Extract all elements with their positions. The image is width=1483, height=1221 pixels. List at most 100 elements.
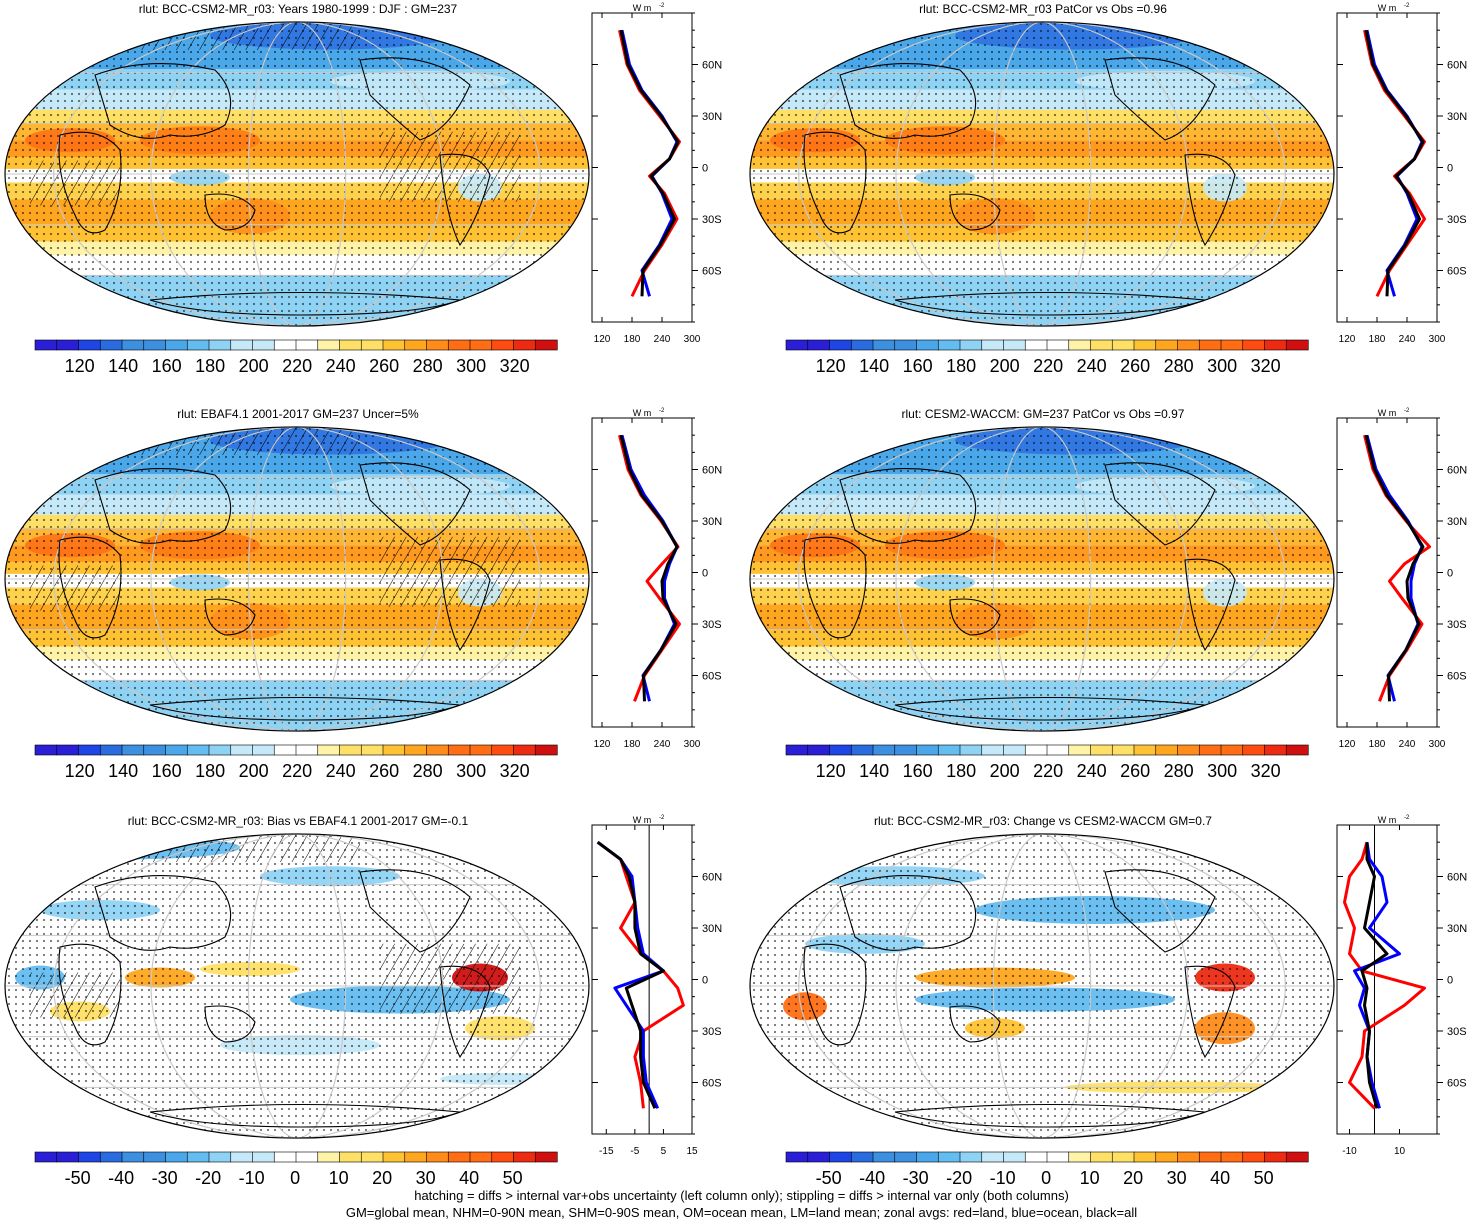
- colorbar-swatch: [1264, 1151, 1287, 1163]
- colorbar-swatch: [1003, 339, 1026, 351]
- zonal-unit-label: W m: [633, 3, 652, 13]
- map-meridian: [992, 427, 1092, 731]
- zonal-all-line: [1364, 434, 1425, 702]
- map-hatching: [30, 565, 120, 611]
- colorbar-swatch: [1242, 1151, 1266, 1163]
- colorbar-tick-label: -20: [195, 1168, 221, 1188]
- panel-2: rlut: BCC-CSM2-MR_r03 PatCor vs Obs =0.9…: [745, 0, 1483, 380]
- colorbar-swatch: [959, 1151, 983, 1163]
- colorbar-swatch: [99, 744, 123, 756]
- colorbar-swatch: [165, 744, 188, 756]
- colorbar-tick-label: 140: [108, 761, 138, 781]
- colorbar-swatch: [1046, 339, 1070, 351]
- colorbar-swatch: [295, 339, 319, 351]
- zonal-x-label: 240: [654, 739, 671, 750]
- map-coastline: [1184, 965, 1236, 1059]
- map-coastline: [204, 1005, 256, 1043]
- map-coastline: [949, 1005, 1001, 1043]
- colorbar-tick-label: 20: [1123, 1168, 1143, 1188]
- colorbar-swatch: [1155, 1151, 1179, 1163]
- colorbar-swatch: [426, 339, 449, 351]
- map-hatching: [100, 22, 360, 50]
- colorbar-swatch: [447, 744, 471, 756]
- colorbar-swatch: [1068, 339, 1092, 351]
- panel-title: rlut: EBAF4.1 2001-2017 GM=237 Uncer=5%: [177, 407, 419, 421]
- zonal-unit-label: W m: [633, 408, 652, 418]
- colorbar-swatch: [230, 1151, 254, 1163]
- panel-5: rlut: BCC-CSM2-MR_r03: Bias vs EBAF4.1 2…: [0, 812, 740, 1192]
- colorbar-tick-label: 300: [456, 356, 486, 376]
- zonal-x-label: 240: [1399, 334, 1416, 345]
- colorbar-tick-label: 200: [990, 356, 1020, 376]
- zonal-x-label: 120: [594, 334, 611, 345]
- map-meridian: [150, 834, 444, 1138]
- zonal-lat-label: 60N: [1447, 60, 1467, 72]
- colorbar-swatch: [959, 744, 983, 756]
- colorbar-swatch: [295, 1151, 319, 1163]
- colorbar-swatch: [1111, 1151, 1135, 1163]
- map-coastline: [439, 153, 491, 247]
- map-coastline: [204, 598, 256, 636]
- map-coastline: [1184, 558, 1236, 652]
- colorbar-swatch: [208, 339, 232, 351]
- zonal-lat-label: 0: [702, 568, 708, 580]
- colorbar-swatch: [273, 339, 297, 351]
- colorbar-swatch: [252, 744, 275, 756]
- colorbar-swatch: [382, 744, 406, 756]
- map-coastline: [1184, 153, 1236, 247]
- zonal-lat-label: 30N: [702, 516, 722, 528]
- map-outline: [749, 21, 1335, 327]
- map-meridian: [992, 834, 1092, 1138]
- zonal-unit-exponent: -2: [1404, 408, 1410, 414]
- zonal-lat-label: 60S: [1447, 266, 1467, 278]
- colorbar-swatch: [850, 339, 874, 351]
- colorbar-5: -50 -40 -30 -20 -10 0 10 20 30 40 50: [34, 1151, 558, 1188]
- zonal-lat-label: 30N: [1447, 923, 1467, 935]
- colorbar-tick-label: 220: [282, 761, 312, 781]
- colorbar-swatch: [937, 1151, 961, 1163]
- zonal-land-line: [1363, 29, 1426, 297]
- map-meridian: [992, 22, 1092, 326]
- colorbar-tick-label: 120: [816, 761, 846, 781]
- zonal-plot-2: 60N 30N 0 30S 60S 120 180 240 300 W m -2: [1336, 3, 1467, 345]
- colorbar-tick-label: 240: [326, 356, 356, 376]
- zonal-x-label: -15: [599, 1146, 614, 1157]
- colorbar-swatch: [143, 339, 167, 351]
- zonal-lat-label: 30S: [1447, 1026, 1467, 1038]
- colorbar-tick-label: 40: [459, 1168, 479, 1188]
- colorbar-tick-label: 320: [1251, 761, 1281, 781]
- map-panel-4: [749, 426, 1335, 732]
- colorbar-swatch: [785, 339, 809, 351]
- map-meridian: [798, 22, 1286, 326]
- zonal-lat-label: 30S: [1447, 619, 1467, 631]
- map-hatching: [100, 834, 360, 862]
- colorbar-swatch: [121, 744, 145, 756]
- colorbar-tick-label: 10: [1080, 1168, 1100, 1188]
- colorbar-swatch: [807, 744, 831, 756]
- colorbar-tick-label: -30: [903, 1168, 929, 1188]
- colorbar-tick-label: 300: [1207, 761, 1237, 781]
- colorbar-swatch: [1285, 744, 1309, 756]
- colorbar-swatch: [829, 339, 852, 351]
- colorbar-tick-label: 260: [369, 761, 399, 781]
- map-coastline: [58, 943, 122, 1046]
- colorbar-swatch: [1220, 1151, 1244, 1163]
- map-hatching: [30, 972, 120, 1018]
- zonal-unit-exponent: -2: [659, 815, 665, 821]
- colorbar-swatch: [981, 339, 1005, 351]
- map-field: [5, 834, 589, 1138]
- colorbar-swatch: [1133, 339, 1157, 351]
- footer-line-2: GM=global mean, NHM=0-90N mean, SHM=0-90…: [345, 1205, 1138, 1220]
- map-field: [750, 427, 1334, 731]
- colorbar-tick-label: 280: [413, 761, 443, 781]
- colorbar-tick-label: 200: [239, 761, 269, 781]
- colorbar-swatch: [534, 1151, 558, 1163]
- zonal-all-line: [596, 840, 665, 1109]
- map-meridian: [53, 22, 541, 326]
- colorbar-swatch: [143, 1151, 167, 1163]
- colorbar-swatch: [1264, 339, 1287, 351]
- colorbar-swatch: [56, 1151, 80, 1163]
- map-panel-3: [4, 426, 590, 732]
- colorbar-swatch: [872, 744, 896, 756]
- colorbar-tick-label: 240: [1077, 356, 1107, 376]
